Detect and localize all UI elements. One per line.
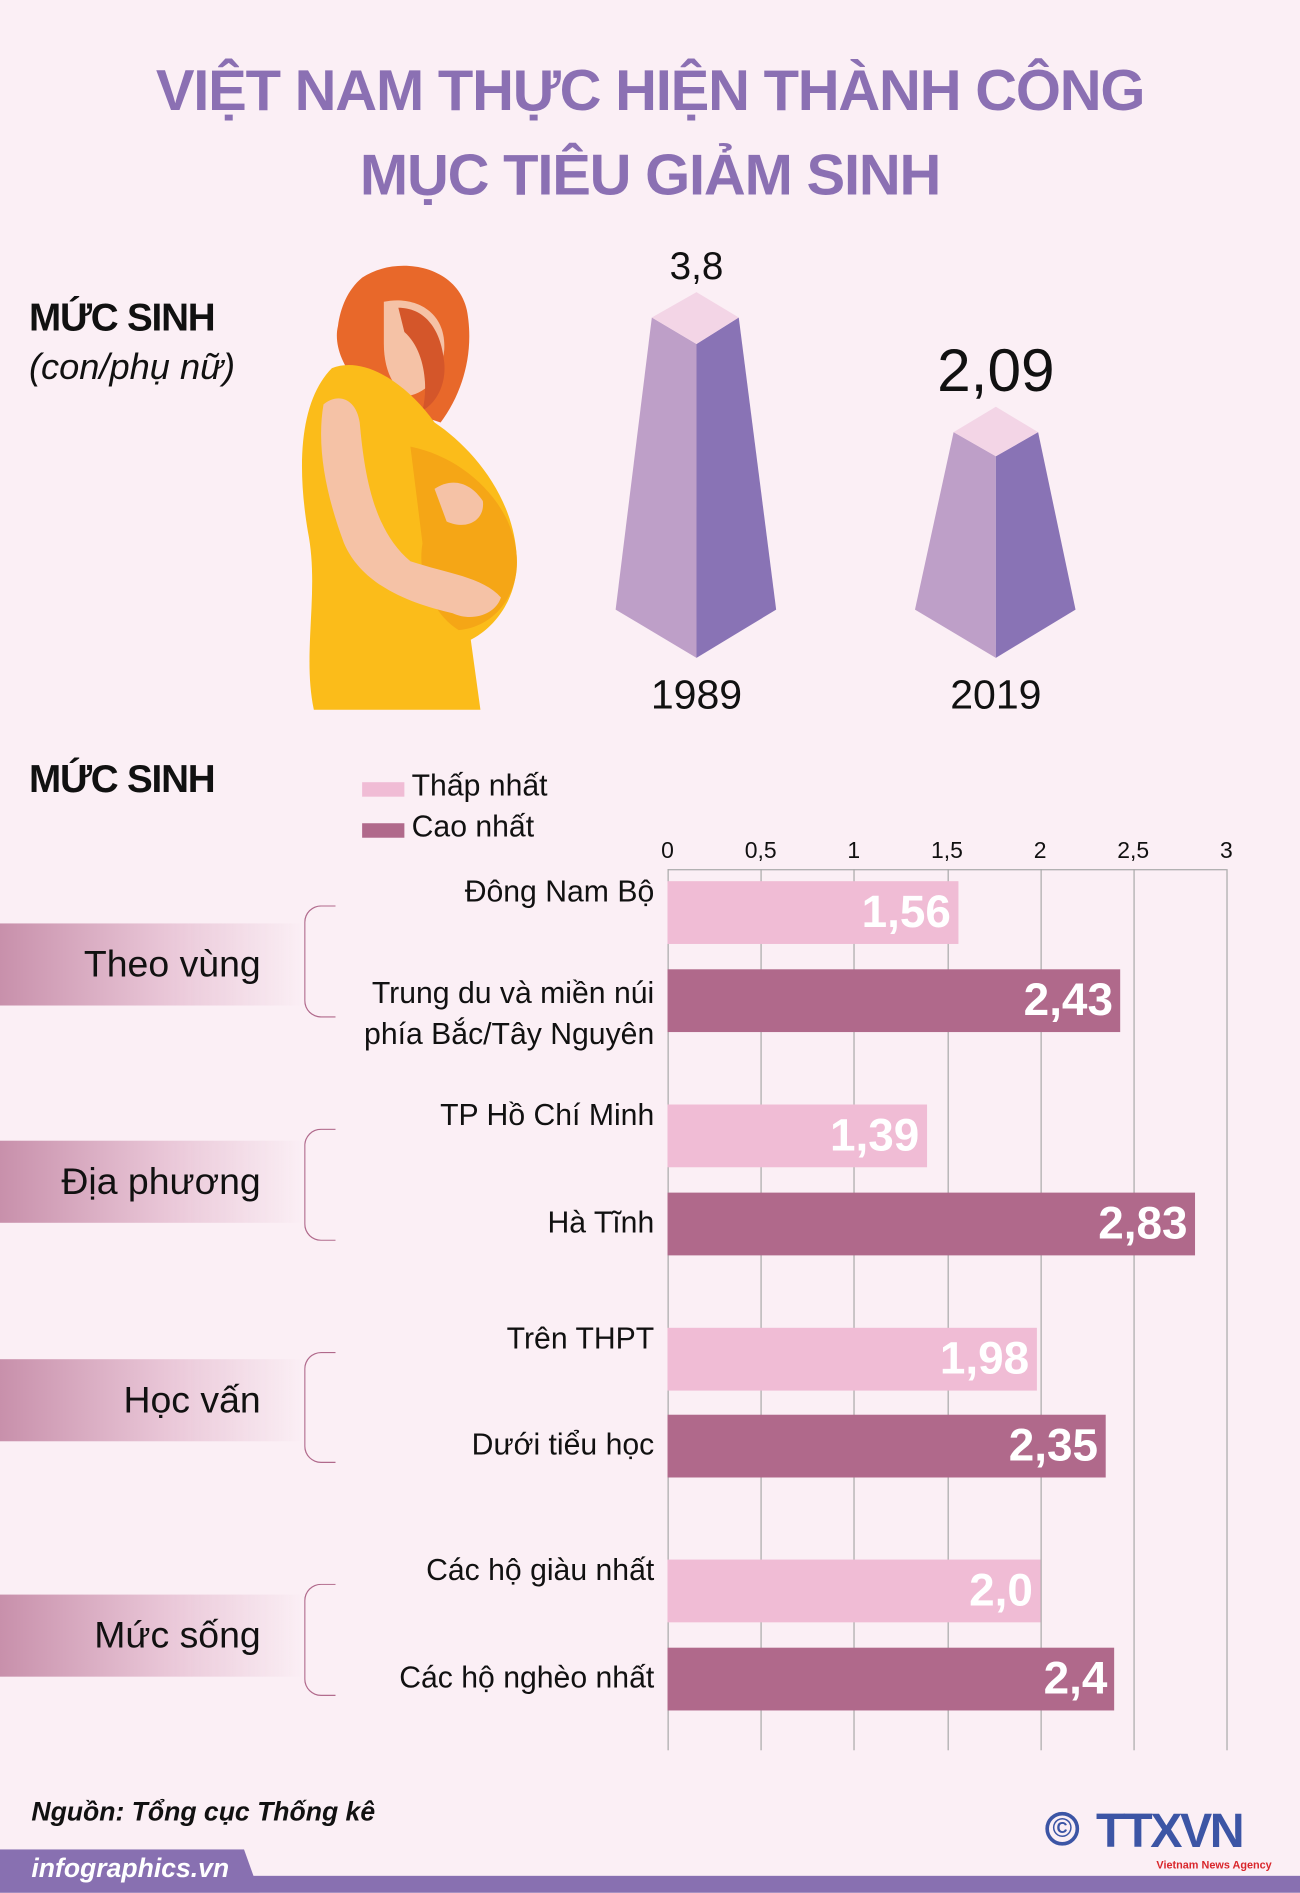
bar-category-label: TP Hồ Chí Minh <box>440 1098 655 1133</box>
bracket <box>304 1351 336 1464</box>
bracket <box>304 1128 336 1241</box>
category-band: Theo vùng <box>0 923 302 1006</box>
bar-category-label: Trên THPT <box>506 1321 655 1356</box>
gridline <box>946 869 949 1751</box>
bar-category-label: Dưới tiểu học <box>471 1427 655 1462</box>
legend-label-lowest: Thấp nhất <box>411 768 548 803</box>
bar-value-label: 2,43 <box>1023 975 1113 1027</box>
title-line-1: VIỆT NAM THỰC HIỆN THÀNH CÔNG <box>155 59 1146 124</box>
x-tick-label: 0 <box>661 838 674 865</box>
source-text: Nguồn: Tổng cục Thống kê <box>31 1796 376 1827</box>
bar <box>667 969 1121 1033</box>
x-tick-label: 1 <box>847 838 861 865</box>
bar <box>667 1647 1115 1711</box>
bar-value-label: 2,4 <box>1043 1653 1108 1705</box>
x-tick-label: 1,5 <box>931 838 963 865</box>
unit-label: (con/phụ nữ) <box>28 347 236 388</box>
pillar-2019 <box>914 406 1076 658</box>
bar-value-label: 1,98 <box>939 1333 1030 1385</box>
category-label: Theo vùng <box>83 942 261 985</box>
bar <box>667 881 959 944</box>
top-heading: MỨC SINH <box>28 295 216 340</box>
legend-swatch-lowest <box>362 782 405 797</box>
x-tick-label: 0,5 <box>744 838 777 865</box>
ttxvn-logo-subtitle: Vietnam News Agency <box>1156 1858 1272 1872</box>
bracket <box>304 905 336 1018</box>
pillar-year-2019: 2019 <box>950 672 1042 719</box>
bar-value-label: 2,83 <box>1098 1198 1188 1250</box>
bar-value-label: 1,39 <box>829 1110 920 1162</box>
chart-title: MỨC SINH <box>28 756 216 801</box>
pillar-value-1989: 3,8 <box>669 243 724 288</box>
pillar-1989 <box>615 292 777 658</box>
legend-label-highest: Cao nhất <box>411 809 535 844</box>
bar-category-label: Hà Tĩnh <box>547 1205 655 1240</box>
x-tick-label: 2,5 <box>1117 838 1150 865</box>
x-tick-label: 2 <box>1033 838 1047 865</box>
gridline <box>1133 869 1135 1751</box>
category-band: Địa phương <box>0 1140 302 1223</box>
gridline <box>1226 869 1228 1751</box>
bar-category-label: Đông Nam Bộ <box>464 875 655 909</box>
bar-value-label: 2,0 <box>969 1565 1033 1617</box>
pregnant-woman-illustration <box>301 265 517 710</box>
bar <box>667 1559 1041 1623</box>
bar-category-label: phía Bắc/Tây Nguyên <box>364 1017 655 1052</box>
bar-category-label: Các hộ giàu nhất <box>426 1553 655 1588</box>
category-band: Học vấn <box>0 1359 302 1442</box>
gridline <box>667 869 669 1751</box>
copyright-icon: © <box>1045 1811 1080 1846</box>
gridline <box>760 869 762 1751</box>
legend-swatch-highest <box>362 823 405 838</box>
gridline <box>853 869 856 1751</box>
pillar-value-2019: 2,09 <box>937 336 1055 405</box>
bar <box>667 1104 927 1168</box>
site-link[interactable]: infographics.vn <box>31 1852 230 1884</box>
title-line-2: MỤC TIÊU GIẢM SINH <box>359 143 941 208</box>
gridline <box>1040 869 1042 1751</box>
footer-tab <box>0 1849 260 1893</box>
bar-value-label: 1,56 <box>861 887 951 938</box>
bar <box>667 1327 1037 1391</box>
bracket <box>304 1583 336 1696</box>
footer-bar <box>0 1875 1300 1893</box>
ttxvn-logo: TTXVN <box>1096 1804 1245 1858</box>
category-label: Địa phương <box>61 1160 261 1203</box>
bar-category-label: Trung du và miền núi <box>371 976 655 1011</box>
bar <box>667 1414 1106 1478</box>
bar-category-label: Các hộ nghèo nhất <box>399 1660 655 1695</box>
pillar-chart <box>615 292 1076 658</box>
x-axis-line <box>667 869 1227 871</box>
category-label: Mức sống <box>94 1613 261 1657</box>
category-label: Học vấn <box>123 1378 261 1421</box>
bar-value-label: 2,35 <box>1008 1420 1099 1472</box>
category-band: Mức sống <box>0 1594 302 1677</box>
x-tick-label: 3 <box>1220 838 1233 865</box>
bar <box>667 1192 1195 1256</box>
pillar-year-1989: 1989 <box>650 672 743 719</box>
